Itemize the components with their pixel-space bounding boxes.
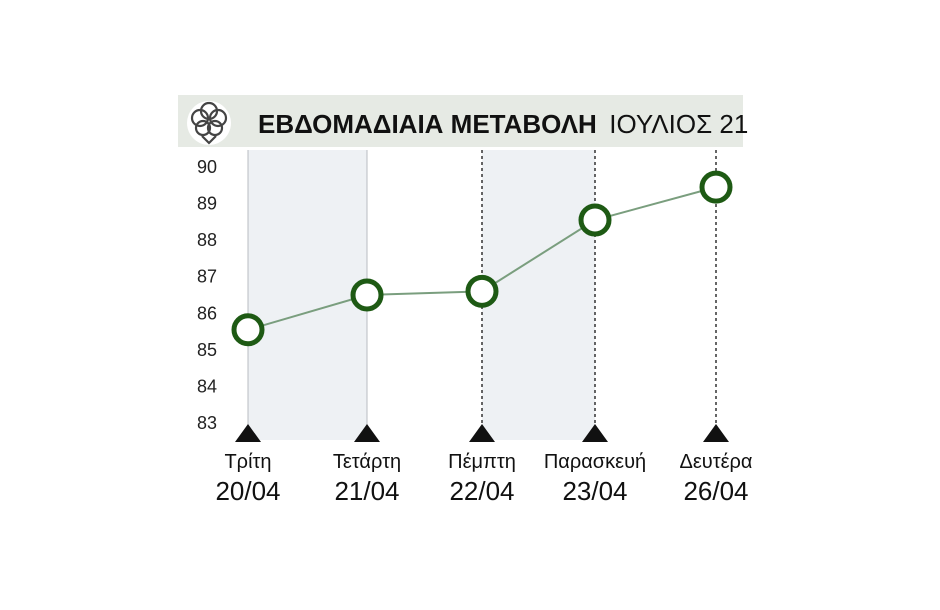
x-tick-label-day: Παρασκευή	[544, 451, 646, 473]
y-tick-label: 85	[197, 340, 217, 360]
x-tick-label-date: 21/04	[334, 476, 399, 506]
x-tick-marker	[469, 424, 495, 442]
shaded-band	[248, 150, 367, 440]
x-tick-label-date: 20/04	[215, 476, 280, 506]
data-point	[465, 274, 499, 308]
data-point	[578, 203, 612, 237]
x-tick-label-day: Τετάρτη	[333, 451, 401, 473]
shaded-bands	[248, 150, 595, 440]
cotton-icon	[187, 101, 231, 145]
chart-title: ΕΒΔΟΜΑΔΙΑΙΑ ΜΕΤΑΒΟΛΗ ΙΟΥΛΙΟΣ 21	[258, 109, 748, 139]
x-tick-marker	[703, 424, 729, 442]
y-tick-label: 90	[197, 157, 217, 177]
x-tick-marker	[354, 424, 380, 442]
x-tick-label-day: Πέμπτη	[448, 451, 516, 473]
y-tick-label: 88	[197, 230, 217, 250]
x-tick-label-day: Δευτέρα	[680, 451, 753, 473]
data-markers	[231, 170, 733, 347]
chart-title-main: ΕΒΔΟΜΑΔΙΑΙΑ ΜΕΤΑΒΟΛΗ	[258, 109, 597, 139]
x-axis: Τρίτη 20/04 Τετάρτη 21/04 Πέμπτη 22/04 Παρασκε…	[215, 424, 752, 506]
header-band	[178, 95, 743, 147]
data-point	[699, 170, 733, 204]
data-point	[350, 278, 384, 312]
chart-title-sub: ΙΟΥΛΙΟΣ 21	[609, 109, 748, 139]
x-tick-label-date: 22/04	[449, 476, 514, 506]
y-tick-label: 87	[197, 267, 217, 287]
x-tick-marker	[235, 424, 261, 442]
y-tick-label: 84	[197, 376, 217, 396]
x-tick-label-date: 26/04	[683, 476, 748, 506]
x-tick-label-day: Τρίτη	[224, 451, 271, 473]
y-tick-label: 89	[197, 194, 217, 214]
y-tick-label: 83	[197, 413, 217, 433]
y-axis-ticks: 83 84 85 86 87 88 89 90	[197, 157, 217, 433]
x-tick-marker	[582, 424, 608, 442]
x-tick-label-date: 23/04	[562, 476, 627, 506]
y-tick-label: 86	[197, 303, 217, 323]
shaded-band	[482, 150, 595, 440]
data-point	[231, 313, 265, 347]
